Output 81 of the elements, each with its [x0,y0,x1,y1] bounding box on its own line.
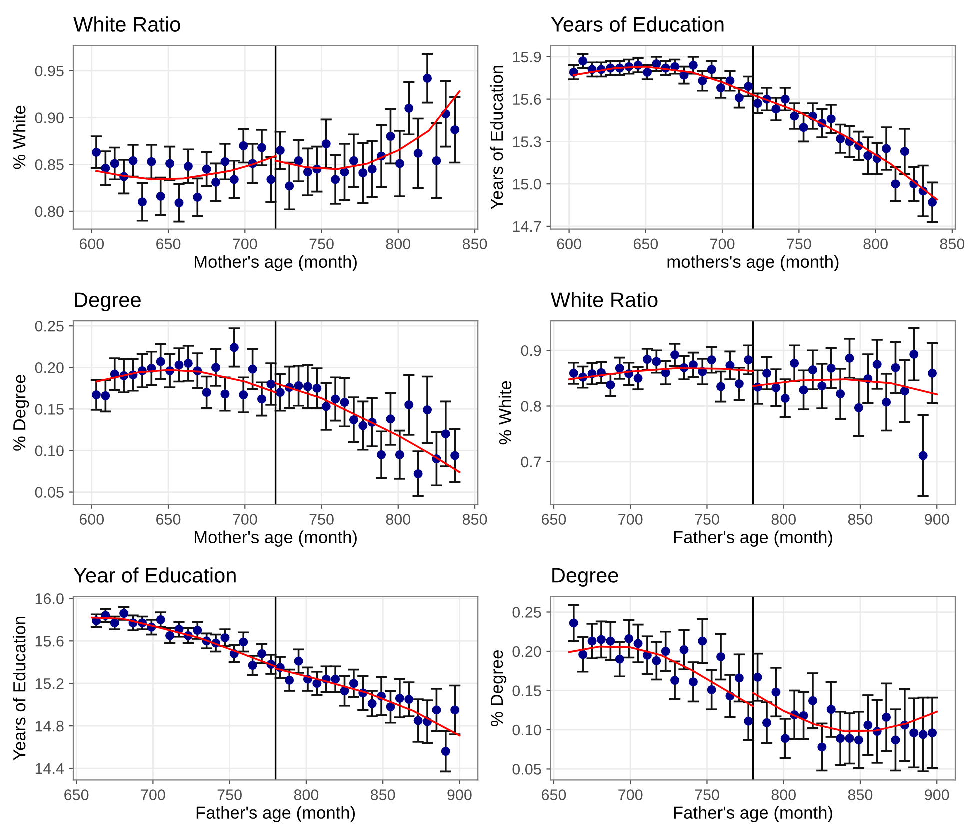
x-tick-label: 850 [940,238,965,250]
x-axis-title: Father's age (month) [196,806,356,822]
x-tick-label: 850 [848,514,873,525]
x-tick-label: 850 [462,514,488,525]
x-tick-label: 750 [310,514,334,525]
y-tick-label: 15.6 [513,94,542,106]
x-tick-label: 700 [233,238,258,250]
x-tick-label: 600 [80,238,104,250]
x-axis-title: Mother's age (month) [194,530,357,547]
y-tick-label: 0.10 [512,724,542,736]
y-tick-label: 15.3 [513,136,542,148]
x-tick-label: 750 [218,790,242,800]
x-axis-title: mothers's age (month) [668,255,839,272]
y-tick-label: 14.8 [36,720,64,732]
y-tick-label: 0.80 [35,206,64,218]
x-tick-label: 900 [448,790,472,800]
y-tick-label: 15.0 [513,178,542,190]
x-tick-label: 800 [772,514,796,525]
y-axis-title: Years of Education [490,66,504,210]
x-axis-title: Father's age (month) [674,806,832,822]
x-tick-label: 650 [64,790,89,800]
y-axis-title: % White [13,106,26,170]
y-tick-label: 0.85 [35,160,64,170]
x-tick-label: 850 [848,790,873,800]
x-tick-label: 700 [141,790,166,800]
y-tick-label: 0.20 [512,646,542,658]
y-axis-title: % White [498,381,512,445]
x-axis-title: Father's age (month) [674,530,832,547]
x-tick-label: 750 [695,790,720,800]
chart-title: Year of Education [74,568,236,583]
x-tick-label: 800 [386,238,411,250]
x-tick-label: 750 [310,238,334,250]
y-tick-label: 0.8 [521,401,542,412]
x-tick-label: 900 [925,790,950,800]
y-tick-label: 0.90 [35,112,64,124]
y-axis-title: % Degree [490,650,507,726]
y-tick-label: 15.6 [36,636,64,647]
y-tick-label: 15.2 [36,678,64,690]
x-tick-label: 600 [557,238,582,250]
x-tick-label: 750 [787,238,812,250]
x-tick-label: 600 [80,514,104,525]
chart-title: White Ratio [551,292,658,308]
y-tick-label: 0.10 [35,446,64,456]
x-tick-label: 650 [156,238,181,250]
x-tick-label: 700 [618,514,643,525]
x-tick-label: 700 [618,790,643,800]
y-tick-label: 0.25 [35,320,64,332]
x-tick-label: 750 [695,514,720,525]
y-tick-label: 0.95 [35,66,64,77]
x-tick-label: 800 [386,514,411,525]
chart-title: Years of Education [551,16,724,32]
x-tick-label: 800 [864,238,888,250]
y-tick-label: 16.0 [36,594,64,604]
y-tick-label: 0.15 [35,404,64,415]
y-tick-label: 14.7 [513,221,542,232]
x-tick-label: 850 [462,238,488,250]
x-tick-label: 900 [925,514,950,525]
x-axis-title: Mother's age (month) [194,255,357,272]
y-tick-label: 0.05 [35,487,64,498]
y-tick-label: 0.25 [512,607,542,618]
x-tick-label: 700 [710,238,735,250]
x-tick-label: 650 [156,514,181,525]
chart-title: Degree [75,292,141,312]
chart-title: Degree [552,568,618,587]
x-tick-label: 850 [370,790,396,800]
y-tick-label: 0.9 [521,345,542,356]
y-tick-label: 14.4 [36,764,64,774]
x-tick-label: 650 [542,514,566,525]
x-tick-label: 700 [233,514,258,525]
x-tick-label: 650 [634,238,658,250]
y-axis-title: % Degree [14,375,30,451]
x-tick-label: 800 [772,790,796,800]
y-tick-label: 0.7 [521,456,542,468]
y-axis-title: Years of Education [13,616,26,761]
x-tick-label: 650 [542,790,566,800]
y-tick-label: 0.20 [35,362,64,374]
y-tick-label: 15.9 [513,52,542,63]
x-tick-label: 800 [294,790,319,800]
y-tick-label: 0.05 [512,764,542,775]
chart-title: White Ratio [74,16,180,32]
y-tick-label: 0.15 [512,686,542,696]
